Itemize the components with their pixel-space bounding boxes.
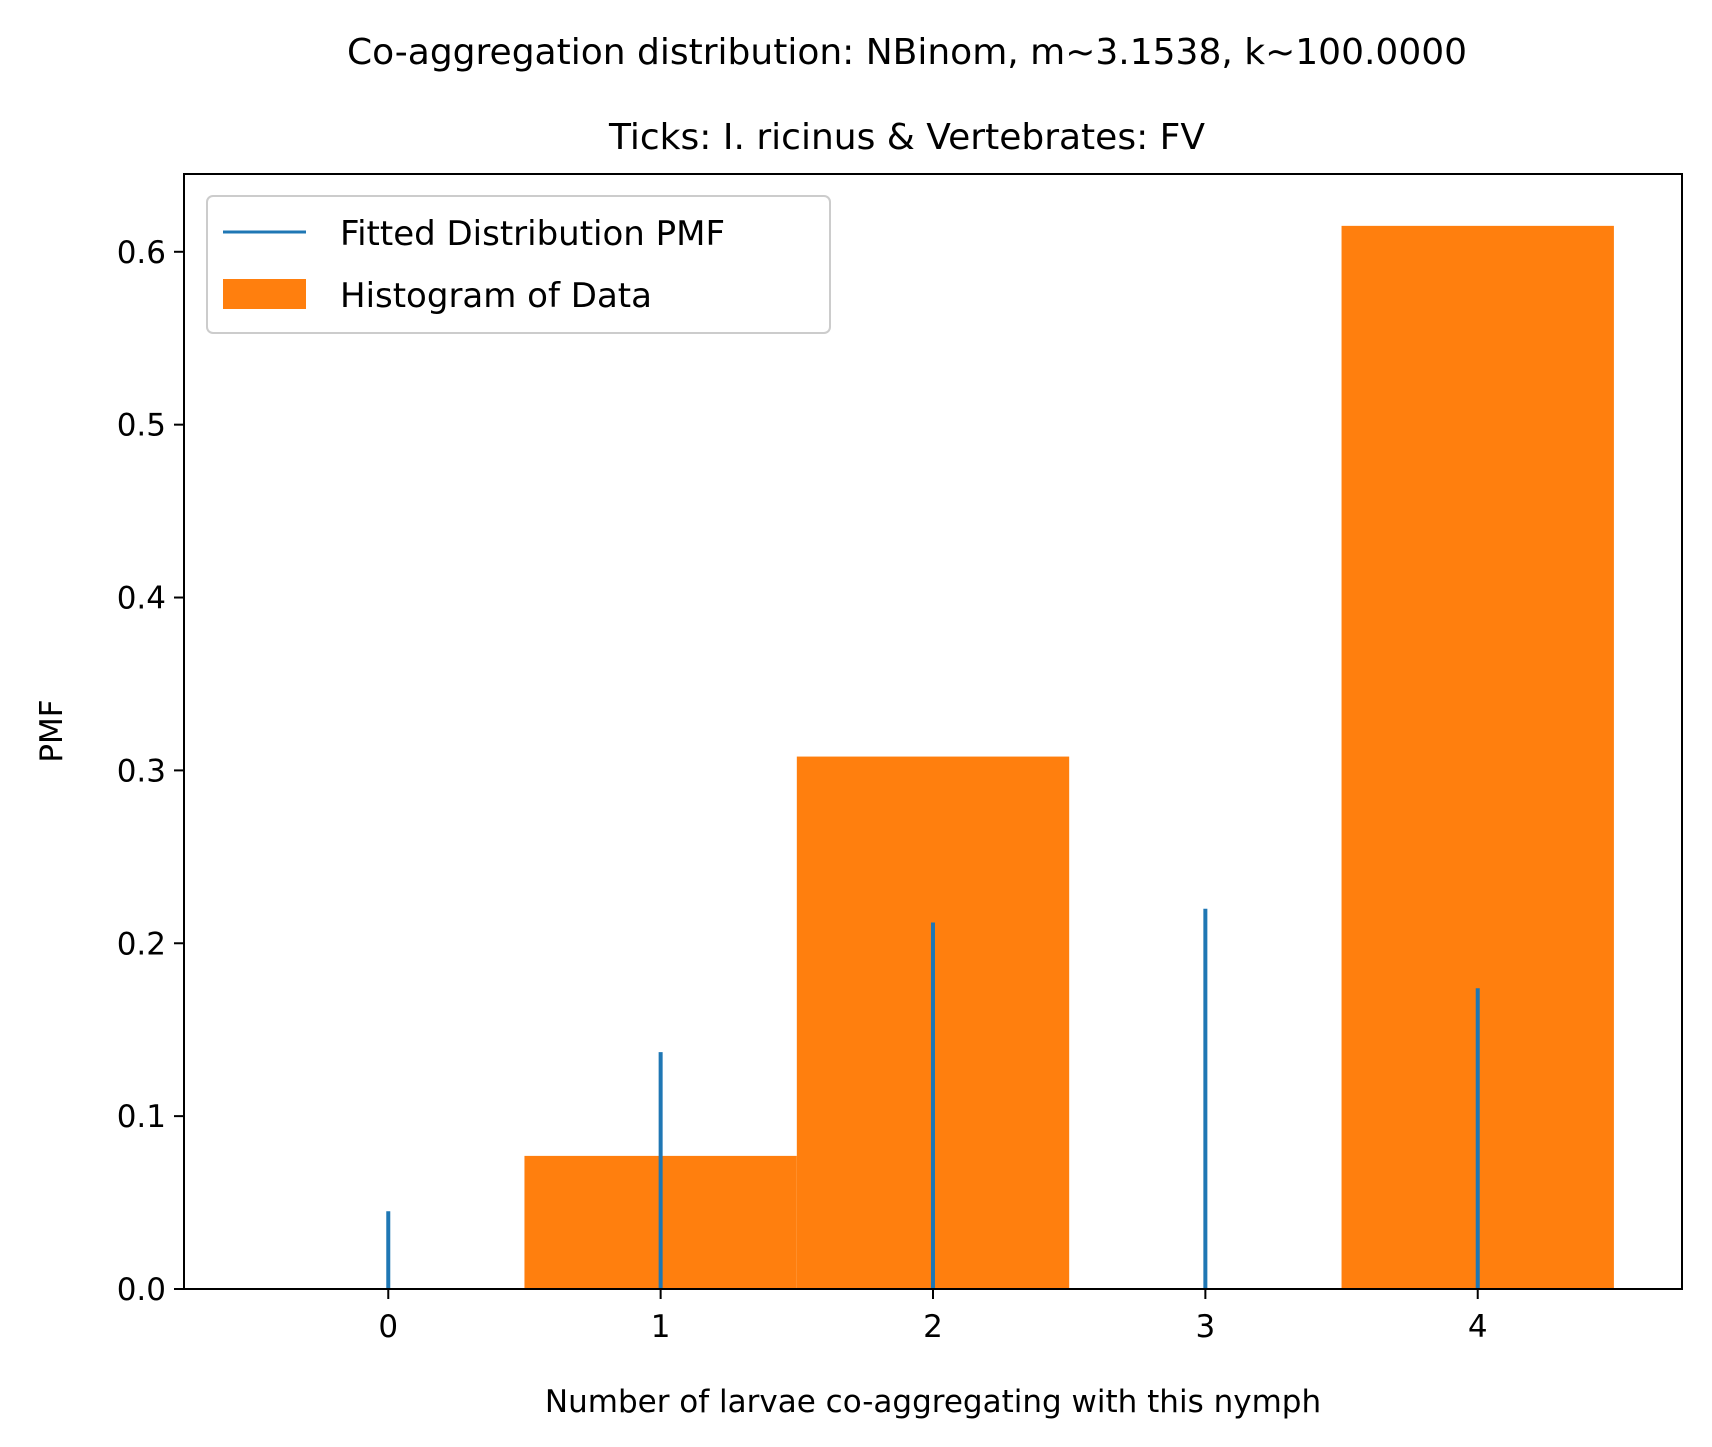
y-axis-label: PMF bbox=[34, 699, 70, 762]
legend: Fitted Distribution PMF Histogram of Dat… bbox=[206, 195, 831, 334]
x-tick-label: 1 bbox=[651, 1309, 671, 1345]
legend-swatch-histogram bbox=[223, 279, 306, 309]
legend-label-histogram: Histogram of Data bbox=[340, 276, 652, 316]
y-tick-label: 0.4 bbox=[117, 581, 166, 617]
chart-title: Co-aggregation distribution: NBinom, m~3… bbox=[347, 32, 1467, 73]
x-axis-label: Number of larvae co-aggregating with thi… bbox=[545, 1384, 1321, 1420]
y-tick-label: 0.0 bbox=[117, 1272, 166, 1308]
y-tick-label: 0.1 bbox=[117, 1099, 166, 1135]
chart-subtitle: Ticks: I. ricinus & Vertebrates: FV bbox=[608, 117, 1205, 158]
y-tick-label: 0.2 bbox=[117, 926, 166, 962]
legend-box bbox=[206, 195, 831, 334]
x-tick-label: 3 bbox=[1195, 1309, 1215, 1345]
y-tick-label: 0.3 bbox=[117, 753, 166, 789]
legend-label-fitted-pmf: Fitted Distribution PMF bbox=[340, 214, 725, 254]
x-tick-label: 0 bbox=[378, 1309, 398, 1345]
y-tick-label: 0.5 bbox=[117, 408, 166, 444]
x-tick-label: 4 bbox=[1468, 1309, 1488, 1345]
x-tick-label: 2 bbox=[923, 1309, 943, 1345]
plot-area bbox=[386, 225, 1614, 1289]
x-axis: 0 1 2 3 4 bbox=[378, 1289, 1488, 1345]
y-axis: 0.0 0.1 0.2 0.3 0.4 0.5 0.6 bbox=[117, 235, 184, 1308]
y-tick-label: 0.6 bbox=[117, 235, 166, 271]
